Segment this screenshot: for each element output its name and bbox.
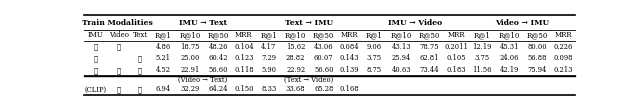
- Text: R@10: R@10: [390, 31, 412, 39]
- Text: IMU → Video: IMU → Video: [388, 19, 442, 26]
- Text: ✓: ✓: [138, 85, 142, 93]
- Text: ✓: ✓: [116, 43, 121, 51]
- Text: R@10: R@10: [285, 31, 307, 39]
- Text: 0.226: 0.226: [554, 43, 573, 51]
- Text: 6.94: 6.94: [156, 85, 170, 93]
- Text: ✓: ✓: [116, 66, 121, 74]
- Text: 45.31: 45.31: [499, 43, 519, 51]
- Text: 3.75: 3.75: [367, 54, 382, 62]
- Text: 24.06: 24.06: [499, 54, 519, 62]
- Text: 78.75: 78.75: [420, 43, 439, 51]
- Text: Video → IMU: Video → IMU: [495, 19, 549, 26]
- Text: 4.86: 4.86: [156, 43, 171, 51]
- Text: 11.56: 11.56: [472, 66, 492, 74]
- Text: 25.94: 25.94: [392, 54, 411, 62]
- Text: 0.098: 0.098: [554, 54, 573, 62]
- Text: 33.68: 33.68: [286, 85, 305, 93]
- Text: MRR: MRR: [235, 31, 253, 39]
- Text: 42.19: 42.19: [500, 66, 519, 74]
- Text: 8.33: 8.33: [261, 85, 276, 93]
- Text: 62.81: 62.81: [420, 54, 439, 62]
- Text: R@1: R@1: [154, 31, 172, 39]
- Text: 60.42: 60.42: [208, 54, 228, 62]
- Text: 0.105: 0.105: [447, 54, 466, 62]
- Text: IMU: IMU: [88, 31, 104, 39]
- Text: R@50: R@50: [313, 31, 334, 39]
- Text: 32.29: 32.29: [180, 85, 200, 93]
- Text: (Video → Text): (Video → Text): [179, 76, 227, 84]
- Text: 3.75: 3.75: [475, 54, 490, 62]
- Text: 56.60: 56.60: [208, 66, 228, 74]
- Text: 0.084: 0.084: [340, 43, 360, 51]
- Text: R@1: R@1: [474, 31, 491, 39]
- Text: MRR: MRR: [447, 31, 465, 39]
- Text: 25.00: 25.00: [180, 54, 200, 62]
- Text: MRR: MRR: [340, 31, 358, 39]
- Text: 0.168: 0.168: [340, 85, 360, 93]
- Text: 75.94: 75.94: [527, 66, 547, 74]
- Text: 0.123: 0.123: [234, 54, 253, 62]
- Text: (Text → Video): (Text → Video): [284, 76, 333, 84]
- Text: 56.60: 56.60: [314, 66, 333, 74]
- Text: Video: Video: [109, 31, 129, 39]
- Text: 22.92: 22.92: [286, 66, 305, 74]
- Text: 80.00: 80.00: [527, 43, 547, 51]
- Text: 12.19: 12.19: [472, 43, 492, 51]
- Text: R@1: R@1: [260, 31, 277, 39]
- Text: 7.29: 7.29: [261, 54, 276, 62]
- Text: R@10: R@10: [499, 31, 520, 39]
- Text: 0.2011: 0.2011: [444, 43, 468, 51]
- Text: R@10: R@10: [179, 31, 200, 39]
- Text: ✓: ✓: [93, 43, 97, 51]
- Text: R@50: R@50: [527, 31, 548, 39]
- Text: 60.07: 60.07: [314, 54, 333, 62]
- Text: 28.82: 28.82: [286, 54, 305, 62]
- Text: 65.28: 65.28: [314, 85, 333, 93]
- Text: Text: Text: [132, 31, 148, 39]
- Text: 22.91: 22.91: [180, 66, 200, 74]
- Text: (CLIP): (CLIP): [84, 85, 107, 93]
- Text: ✓: ✓: [138, 54, 142, 62]
- Text: 0.150: 0.150: [234, 85, 253, 93]
- Text: 15.62: 15.62: [286, 43, 305, 51]
- Text: 4.17: 4.17: [261, 43, 276, 51]
- Text: ✓: ✓: [93, 54, 97, 62]
- Text: 0.183: 0.183: [447, 66, 466, 74]
- Text: ✓: ✓: [138, 66, 142, 74]
- Text: R@1: R@1: [366, 31, 383, 39]
- Text: Train Modalities: Train Modalities: [81, 19, 152, 26]
- Text: 0.118: 0.118: [234, 66, 253, 74]
- Text: 0.213: 0.213: [554, 66, 573, 74]
- Text: 4.52: 4.52: [156, 66, 170, 74]
- Text: ✓: ✓: [116, 85, 121, 93]
- Text: 43.13: 43.13: [392, 43, 411, 51]
- Text: R@50: R@50: [419, 31, 440, 39]
- Text: 0.104: 0.104: [234, 43, 253, 51]
- Text: Text → IMU: Text → IMU: [285, 19, 333, 26]
- Text: 73.44: 73.44: [420, 66, 439, 74]
- Text: 0.139: 0.139: [340, 66, 359, 74]
- Text: ✓: ✓: [93, 66, 97, 74]
- Text: 40.63: 40.63: [392, 66, 411, 74]
- Text: R@50: R@50: [207, 31, 228, 39]
- Text: IMU → Text: IMU → Text: [179, 19, 227, 26]
- Text: 48.26: 48.26: [208, 43, 228, 51]
- Text: 64.24: 64.24: [208, 85, 228, 93]
- Text: 18.75: 18.75: [180, 43, 200, 51]
- Text: 56.88: 56.88: [527, 54, 547, 62]
- Text: 0.143: 0.143: [340, 54, 360, 62]
- Text: MRR: MRR: [554, 31, 572, 39]
- Text: 8.75: 8.75: [367, 66, 382, 74]
- Text: 43.06: 43.06: [314, 43, 333, 51]
- Text: 5.21: 5.21: [156, 54, 170, 62]
- Text: 9.06: 9.06: [367, 43, 382, 51]
- Text: 5.90: 5.90: [261, 66, 276, 74]
